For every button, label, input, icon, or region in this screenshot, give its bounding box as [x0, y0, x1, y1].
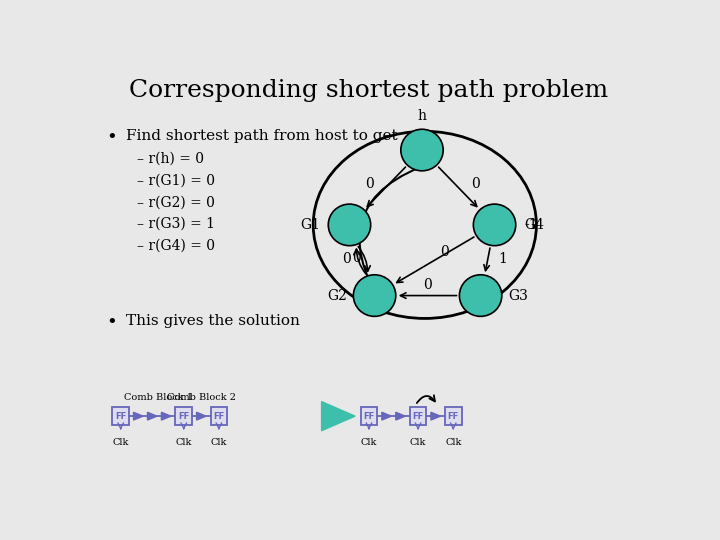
- Text: •: •: [107, 314, 117, 332]
- Text: Comb Block 2: Comb Block 2: [167, 393, 236, 402]
- Text: FF: FF: [213, 411, 225, 421]
- Text: – r(G4) = 0: – r(G4) = 0: [138, 239, 215, 253]
- Text: FF: FF: [364, 411, 374, 421]
- FancyArrowPatch shape: [400, 293, 456, 298]
- Text: – r(G2) = 0: – r(G2) = 0: [138, 195, 215, 210]
- Text: 0: 0: [364, 177, 374, 191]
- Text: -1: -1: [524, 218, 538, 232]
- Text: 0: 0: [352, 251, 361, 265]
- Ellipse shape: [401, 129, 444, 171]
- Ellipse shape: [354, 275, 396, 316]
- FancyArrowPatch shape: [397, 237, 474, 282]
- Text: G3: G3: [508, 288, 528, 302]
- FancyArrowPatch shape: [438, 167, 477, 206]
- FancyBboxPatch shape: [112, 407, 129, 425]
- Text: Clk: Clk: [445, 438, 462, 447]
- Text: •: •: [107, 129, 117, 147]
- Text: G1: G1: [300, 218, 320, 232]
- Polygon shape: [161, 412, 171, 420]
- Text: h: h: [418, 109, 426, 123]
- Text: 0: 0: [471, 177, 480, 191]
- Text: – r(h) = 0: – r(h) = 0: [138, 152, 204, 166]
- Text: G2: G2: [327, 288, 347, 302]
- Ellipse shape: [473, 204, 516, 246]
- FancyArrowPatch shape: [354, 249, 366, 274]
- Text: Corresponding shortest path problem: Corresponding shortest path problem: [130, 79, 608, 103]
- Text: – r(G1) = 0: – r(G1) = 0: [138, 174, 215, 188]
- Text: FF: FF: [448, 411, 459, 421]
- FancyArrowPatch shape: [484, 248, 490, 271]
- Polygon shape: [133, 412, 143, 420]
- FancyArrowPatch shape: [367, 167, 405, 206]
- FancyBboxPatch shape: [410, 407, 426, 425]
- Text: FF: FF: [115, 411, 126, 421]
- Polygon shape: [431, 412, 441, 420]
- Text: 1: 1: [499, 252, 508, 266]
- Text: Clk: Clk: [176, 438, 192, 447]
- FancyBboxPatch shape: [210, 407, 228, 425]
- FancyArrowPatch shape: [359, 161, 434, 308]
- Polygon shape: [322, 402, 355, 431]
- Text: Clk: Clk: [361, 438, 377, 447]
- Text: 0: 0: [440, 245, 449, 259]
- Ellipse shape: [459, 275, 502, 316]
- Ellipse shape: [328, 204, 371, 246]
- Text: Clk: Clk: [112, 438, 129, 447]
- Text: Find shortest path from host to get: Find shortest path from host to get: [126, 129, 398, 143]
- Polygon shape: [148, 412, 157, 420]
- Text: Comb Block 1: Comb Block 1: [125, 393, 194, 402]
- Text: FF: FF: [413, 411, 424, 421]
- FancyBboxPatch shape: [176, 407, 192, 425]
- FancyBboxPatch shape: [445, 407, 462, 425]
- Text: – r(G3) = 1: – r(G3) = 1: [138, 217, 215, 231]
- Text: 0: 0: [423, 278, 432, 292]
- Polygon shape: [396, 412, 405, 420]
- FancyArrowPatch shape: [359, 247, 370, 271]
- Text: Clk: Clk: [211, 438, 227, 447]
- Text: Clk: Clk: [410, 438, 426, 447]
- Text: 0: 0: [342, 252, 351, 266]
- Polygon shape: [382, 412, 392, 420]
- FancyBboxPatch shape: [361, 407, 377, 425]
- Polygon shape: [197, 412, 206, 420]
- Text: This gives the solution: This gives the solution: [126, 314, 300, 328]
- Text: G4: G4: [524, 218, 544, 232]
- Text: FF: FF: [178, 411, 189, 421]
